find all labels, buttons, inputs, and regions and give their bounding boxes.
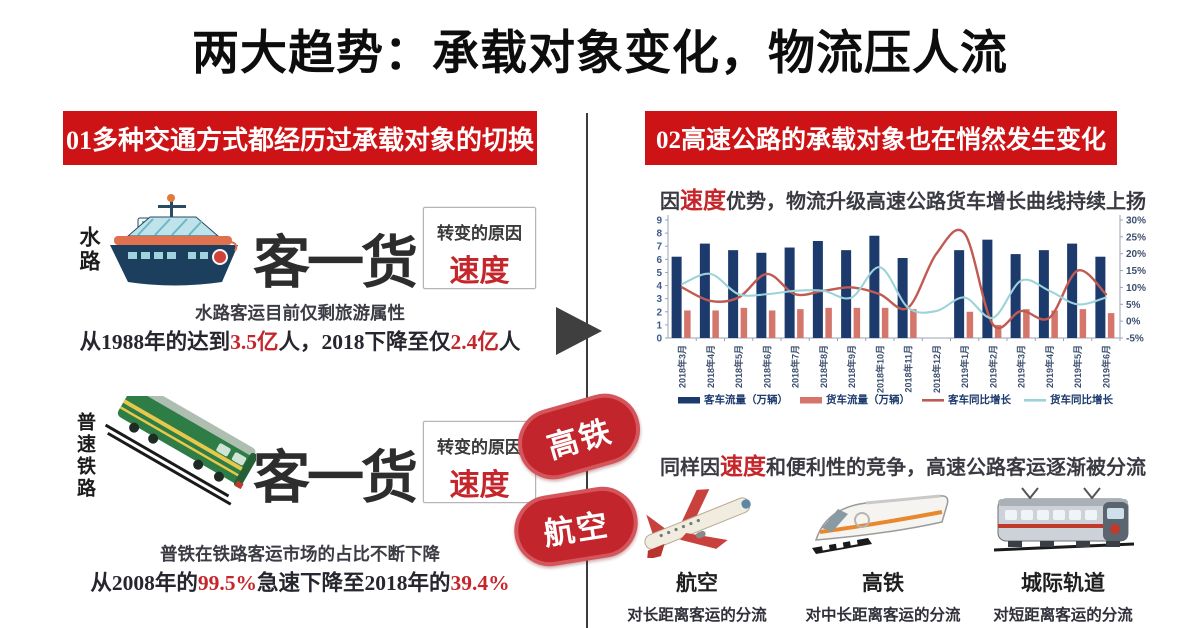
mode-metro-name: 城际轨道 [1021, 571, 1105, 595]
svg-text:2018年3月: 2018年3月 [677, 345, 688, 388]
mode-hsr-name: 高铁 [862, 571, 904, 595]
mode-metro: 城际轨道 对短距离客运的分流 [972, 482, 1154, 625]
page-title: 两大趋势：承载对象变化，物流压人流 [192, 26, 1008, 81]
mode-aviation-name: 航空 [676, 571, 718, 595]
svg-text:货车同比增长: 货车同比增长 [1049, 393, 1113, 406]
rail-stat-line1: 普铁在铁路客运市场的占比不断下降 [160, 544, 440, 564]
waterway-reason-value: 速度 [449, 255, 510, 288]
svg-text:2019年3月: 2019年3月 [1016, 345, 1027, 388]
section-divider [586, 113, 588, 628]
svg-text:20%: 20% [1126, 249, 1146, 260]
airplane-icon [644, 489, 751, 560]
svg-text:5: 5 [656, 268, 662, 279]
svg-text:2018年8月: 2018年8月 [818, 345, 829, 388]
rail-reason-box: 转变的原因 速度 [423, 421, 536, 503]
metro-train-icon [993, 487, 1135, 552]
svg-text:15%: 15% [1126, 266, 1146, 277]
waterway-reason-label: 转变的原因 [437, 224, 522, 243]
waterway-shift-text: 客一货 [253, 230, 418, 296]
svg-text:货车流量（万辆）: 货车流量（万辆） [825, 393, 910, 406]
svg-text:0%: 0% [1126, 317, 1141, 328]
svg-text:2018年4月: 2018年4月 [705, 345, 716, 388]
svg-text:8: 8 [656, 229, 662, 240]
svg-text:3: 3 [656, 294, 662, 305]
svg-text:2018年7月: 2018年7月 [790, 345, 801, 388]
mode-aviation: 航空 对长距离客运的分流 [603, 482, 791, 625]
section2-banner: 02高速公路的承载对象也在悄然发生变化 [645, 111, 1117, 165]
diversion-heading: 同样因速度和便利性的竞争，高速公路客运逐渐被分流 [660, 454, 1146, 479]
waterway-stat-line1: 水路客运目前仅剩旅游属性 [195, 303, 405, 323]
waterway-side-label: 水路 [77, 226, 101, 274]
svg-text:25%: 25% [1126, 232, 1146, 243]
svg-text:2019年1月: 2019年1月 [959, 345, 970, 388]
svg-text:客车同比增长: 客车同比增长 [947, 393, 1011, 406]
svg-text:9: 9 [656, 216, 662, 227]
svg-text:2019年2月: 2019年2月 [987, 345, 998, 388]
svg-text:7: 7 [656, 242, 662, 253]
svg-text:30%: 30% [1126, 216, 1146, 227]
rail-stat-line2: 从2008年的99.5%急速下降至2018年的39.4% [90, 571, 510, 595]
svg-text:2018年5月: 2018年5月 [733, 345, 744, 388]
svg-text:2019年5月: 2019年5月 [1072, 345, 1083, 388]
svg-text:2018年6月: 2018年6月 [761, 345, 772, 388]
mode-metro-desc: 对短距离客运的分流 [993, 607, 1133, 624]
combo-chart: 0 1 2 3 4 5 6 7 8 9 -5% 0% 5% 10% 15% 20% 25% 30% 2018年3月 2… [656, 215, 1146, 406]
svg-text:0: 0 [656, 334, 662, 345]
mode-hsr: 高铁 对中长距离客运的分流 [793, 482, 973, 625]
waterway-reason-box: 转变的原因 速度 [423, 207, 536, 289]
svg-text:2018年11月: 2018年11月 [903, 345, 914, 393]
svg-text:2: 2 [656, 307, 662, 318]
section1-banner: 01多种交通方式都经历过承载对象的切换 [63, 111, 537, 165]
ship-icon [110, 194, 238, 286]
svg-text:2018年9月: 2018年9月 [846, 345, 857, 388]
mode-aviation-desc: 对长距离客运的分流 [627, 607, 767, 624]
rail-reason-label: 转变的原因 [437, 438, 522, 457]
svg-text:2019年6月: 2019年6月 [1100, 345, 1111, 388]
svg-text:1: 1 [656, 320, 662, 331]
green-train-icon [104, 396, 256, 506]
mode-hsr-desc: 对中长距离客运的分流 [805, 607, 961, 624]
svg-text:客车流量（万辆）: 客车流量（万辆） [703, 393, 788, 406]
svg-text:2019年4月: 2019年4月 [1044, 345, 1055, 388]
chart-heading: 因速度优势，物流升级高速公路货车增长曲线持续上扬 [660, 188, 1146, 213]
svg-text:2018年10月: 2018年10月 [874, 345, 885, 393]
svg-text:10%: 10% [1126, 283, 1146, 294]
svg-text:6: 6 [656, 255, 662, 266]
svg-text:-5%: -5% [1126, 334, 1144, 345]
rail-side-label: 普速铁路 [74, 412, 95, 500]
svg-text:2018年12月: 2018年12月 [931, 345, 942, 393]
rail-reason-value: 速度 [449, 469, 510, 502]
svg-text:5%: 5% [1126, 300, 1141, 311]
high-speed-train-icon [812, 494, 949, 554]
svg-text:4: 4 [656, 281, 662, 292]
waterway-stat-line2: 从1988年的达到3.5亿人，2018下降至仅2.4亿人 [79, 330, 521, 354]
rail-shift-text: 客一货 [253, 445, 418, 511]
arrow-right-icon [556, 307, 602, 355]
